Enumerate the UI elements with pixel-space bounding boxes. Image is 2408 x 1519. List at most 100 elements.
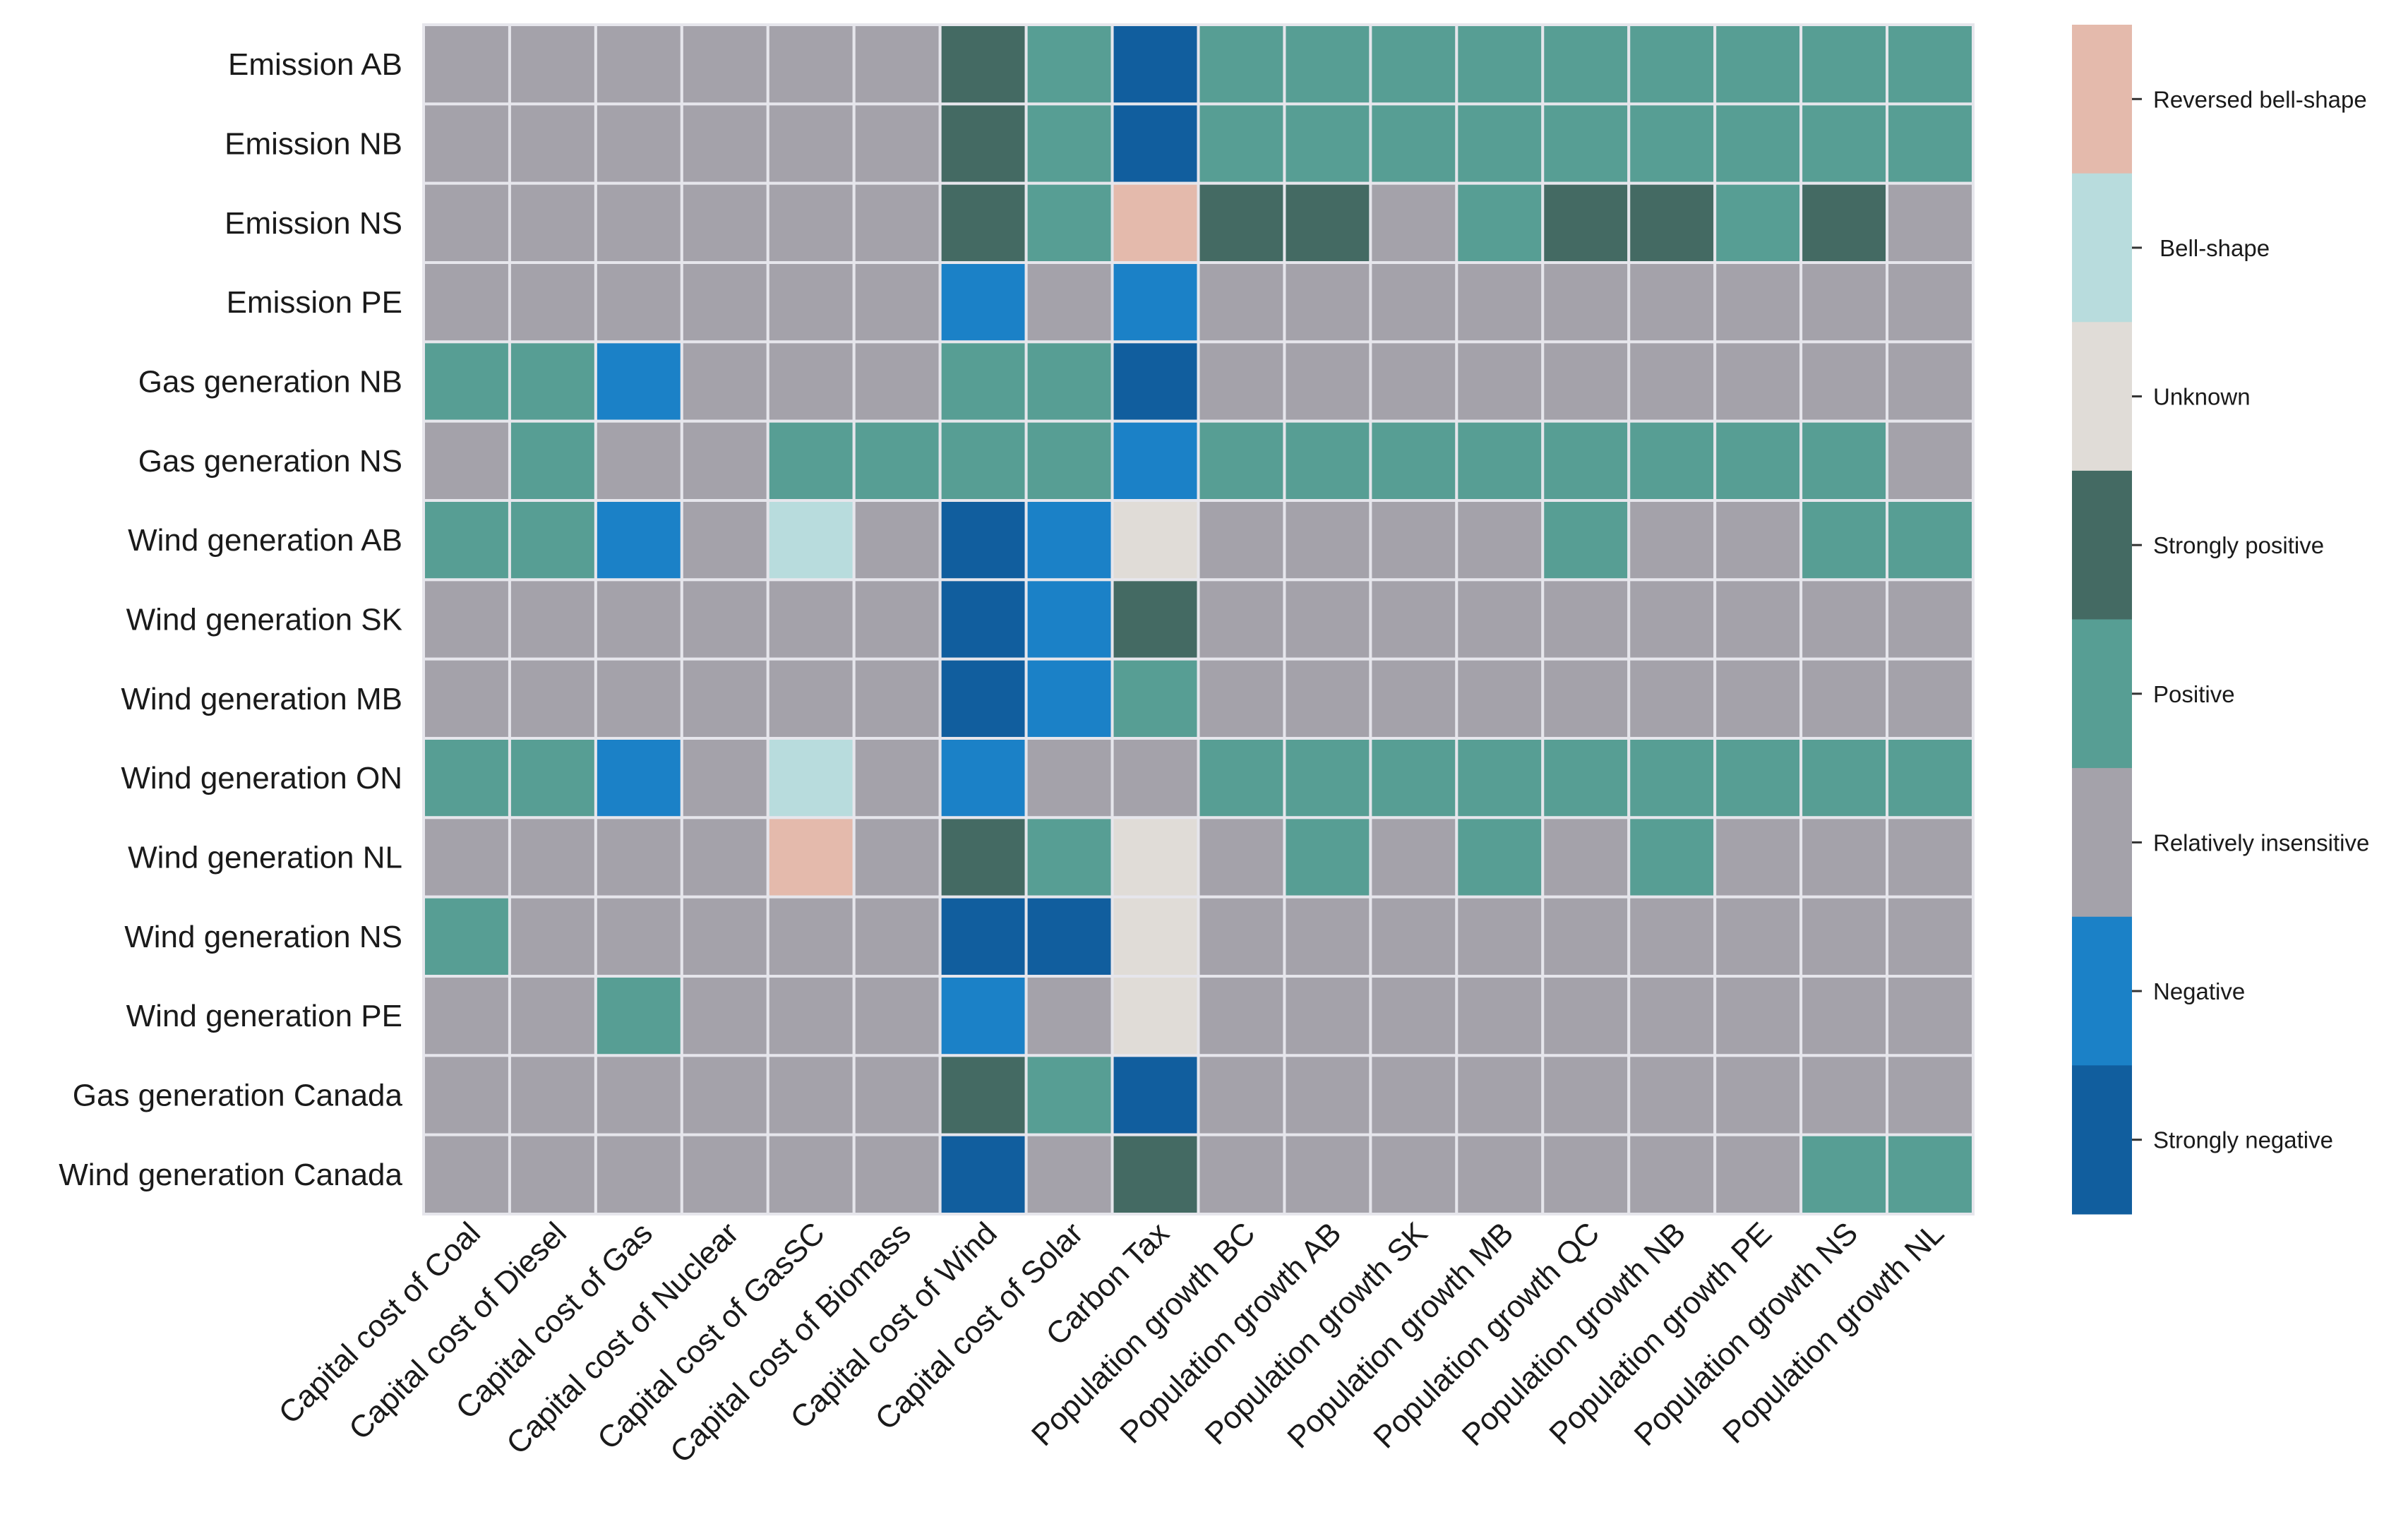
cell-emission-pe--capital-cost-of-coal [422, 261, 511, 344]
cell-wind-generation-pe--capital-cost-of-gassc [766, 975, 856, 1057]
cell-wind-generation-ab--capital-cost-of-gas [594, 499, 683, 582]
row-label-emission-nb: Emission NB [224, 127, 402, 162]
cell-wind-generation-on--capital-cost-of-biomass [852, 737, 942, 819]
colorbar-label-relatively-insensitive: Relatively insensitive [2153, 829, 2369, 855]
cell-wind-generation-nl--population-growth-sk [1369, 816, 1458, 899]
cell-gas-generation-canada--carbon-tax [1110, 1054, 1200, 1136]
cell-emission-nb--population-growth-sk [1369, 102, 1458, 185]
cell-wind-generation-sk--capital-cost-of-gassc [766, 578, 856, 661]
cell-wind-generation-ns--capital-cost-of-gassc [766, 895, 856, 978]
row-label-wind-generation-pe: Wind generation PE [126, 999, 402, 1033]
cell-emission-pe--population-growth-ab [1283, 261, 1372, 344]
cell-wind-generation-canada--population-growth-bc [1197, 1133, 1286, 1215]
cell-wind-generation-ns--capital-cost-of-diesel [508, 895, 597, 978]
cell-wind-generation-canada--population-growth-ns [1799, 1133, 1889, 1215]
cell-wind-generation-canada--capital-cost-of-diesel [508, 1133, 597, 1215]
cell-gas-generation-canada--capital-cost-of-coal [422, 1054, 511, 1136]
cell-wind-generation-pe--population-growth-qc [1541, 975, 1631, 1057]
cell-gas-generation-ns--carbon-tax [1110, 419, 1200, 503]
cell-emission-ab--population-growth-sk [1369, 23, 1458, 106]
cell-wind-generation-mb--population-growth-mb [1455, 657, 1545, 740]
cell-emission-pe--capital-cost-of-wind [938, 261, 1028, 344]
row-label-emission-ab: Emission AB [228, 47, 402, 82]
cell-emission-ns--capital-cost-of-coal [422, 181, 511, 264]
cell-wind-generation-nl--capital-cost-of-diesel [508, 816, 597, 899]
cell-wind-generation-ab--population-growth-qc [1541, 499, 1631, 582]
row-label-gas-generation-canada: Gas generation Canada [73, 1079, 403, 1113]
cell-wind-generation-canada--population-growth-sk [1369, 1133, 1458, 1215]
cell-wind-generation-ns--capital-cost-of-wind [938, 895, 1028, 978]
cell-wind-generation-on--capital-cost-of-gassc [766, 737, 856, 819]
cell-wind-generation-nl--population-growth-bc [1197, 816, 1286, 899]
row-label-wind-generation-ab: Wind generation AB [128, 523, 402, 558]
cell-emission-ab--capital-cost-of-gas [594, 23, 683, 106]
cell-wind-generation-on--capital-cost-of-gas [594, 737, 683, 819]
cell-emission-ns--population-growth-pe [1713, 181, 1803, 264]
cell-emission-nb--population-growth-nb [1627, 102, 1717, 185]
cell-wind-generation-canada--population-growth-nb [1627, 1133, 1717, 1215]
cell-wind-generation-ab--capital-cost-of-wind [938, 499, 1028, 582]
cell-wind-generation-ns--capital-cost-of-coal [422, 895, 511, 978]
cell-wind-generation-on--population-growth-nl [1886, 737, 1975, 819]
cell-wind-generation-pe--population-growth-ab [1283, 975, 1372, 1057]
cell-wind-generation-canada--capital-cost-of-wind [938, 1133, 1028, 1215]
cell-gas-generation-nb--population-growth-bc [1197, 340, 1286, 423]
colorbar-swatch-bell-shape [2072, 173, 2132, 323]
cell-emission-pe--population-growth-qc [1541, 261, 1631, 344]
cell-emission-pe--population-growth-pe [1713, 261, 1803, 344]
colorbar-swatch-relatively-insensitive [2072, 768, 2132, 918]
cell-wind-generation-on--population-growth-sk [1369, 737, 1458, 819]
cell-wind-generation-ab--population-growth-ns [1799, 499, 1889, 582]
row-label-gas-generation-nb: Gas generation NB [138, 365, 402, 400]
cell-wind-generation-pe--capital-cost-of-solar [1024, 975, 1114, 1057]
cell-wind-generation-canada--capital-cost-of-coal [422, 1133, 511, 1215]
row-label-wind-generation-canada: Wind generation Canada [59, 1158, 402, 1192]
cell-emission-pe--capital-cost-of-solar [1024, 261, 1114, 344]
cell-emission-ab--population-growth-nl [1886, 23, 1975, 106]
cell-wind-generation-ab--population-growth-pe [1713, 499, 1803, 582]
colorbar-label-positive: Positive [2153, 681, 2235, 707]
cell-emission-ab--population-growth-mb [1455, 23, 1545, 106]
cell-wind-generation-mb--capital-cost-of-wind [938, 657, 1028, 740]
cell-gas-generation-nb--capital-cost-of-solar [1024, 340, 1114, 423]
cell-emission-nb--population-growth-mb [1455, 102, 1545, 185]
cell-emission-nb--capital-cost-of-diesel [508, 102, 597, 185]
cell-wind-generation-nl--capital-cost-of-biomass [852, 816, 942, 899]
cell-gas-generation-canada--population-growth-bc [1197, 1054, 1286, 1136]
row-labels: Emission AB Emission NB Emission NS Emissio… [59, 47, 402, 1192]
cell-emission-ns--population-growth-qc [1541, 181, 1631, 264]
cell-emission-pe--population-growth-nl [1886, 261, 1975, 344]
cell-emission-nb--capital-cost-of-nuclear [680, 102, 769, 185]
cell-gas-generation-nb--population-growth-nl [1886, 340, 1975, 423]
cell-gas-generation-canada--capital-cost-of-diesel [508, 1054, 597, 1136]
cell-wind-generation-canada--capital-cost-of-biomass [852, 1133, 942, 1215]
cell-wind-generation-ab--population-growth-ab [1283, 499, 1372, 582]
heatmap-cells [422, 23, 1975, 1215]
cell-wind-generation-on--population-growth-ns [1799, 737, 1889, 819]
cell-wind-generation-nl--capital-cost-of-coal [422, 816, 511, 899]
cell-wind-generation-canada--capital-cost-of-nuclear [680, 1133, 769, 1215]
cell-wind-generation-on--capital-cost-of-wind [938, 737, 1028, 819]
cell-wind-generation-ab--population-growth-mb [1455, 499, 1545, 582]
cell-gas-generation-canada--population-growth-ns [1799, 1054, 1889, 1136]
cell-wind-generation-ab--capital-cost-of-biomass [852, 499, 942, 582]
cell-gas-generation-nb--population-growth-pe [1713, 340, 1803, 423]
cell-wind-generation-ab--capital-cost-of-gassc [766, 499, 856, 582]
cell-wind-generation-nl--population-growth-nb [1627, 816, 1717, 899]
cell-emission-ns--population-growth-bc [1197, 181, 1286, 264]
cell-gas-generation-ns--population-growth-nb [1627, 419, 1717, 503]
cell-wind-generation-pe--population-growth-sk [1369, 975, 1458, 1057]
cell-wind-generation-mb--capital-cost-of-solar [1024, 657, 1114, 740]
cell-gas-generation-ns--capital-cost-of-biomass [852, 419, 942, 503]
row-label-wind-generation-mb: Wind generation MB [121, 682, 402, 716]
cell-wind-generation-ns--population-growth-mb [1455, 895, 1545, 978]
cell-wind-generation-on--carbon-tax [1110, 737, 1200, 819]
cell-emission-pe--capital-cost-of-gassc [766, 261, 856, 344]
cell-wind-generation-canada--population-growth-pe [1713, 1133, 1803, 1215]
cell-emission-nb--population-growth-ab [1283, 102, 1372, 185]
cell-wind-generation-sk--carbon-tax [1110, 578, 1200, 661]
cell-gas-generation-canada--capital-cost-of-nuclear [680, 1054, 769, 1136]
cell-gas-generation-ns--capital-cost-of-wind [938, 419, 1028, 503]
cell-wind-generation-pe--population-growth-nl [1886, 975, 1975, 1057]
